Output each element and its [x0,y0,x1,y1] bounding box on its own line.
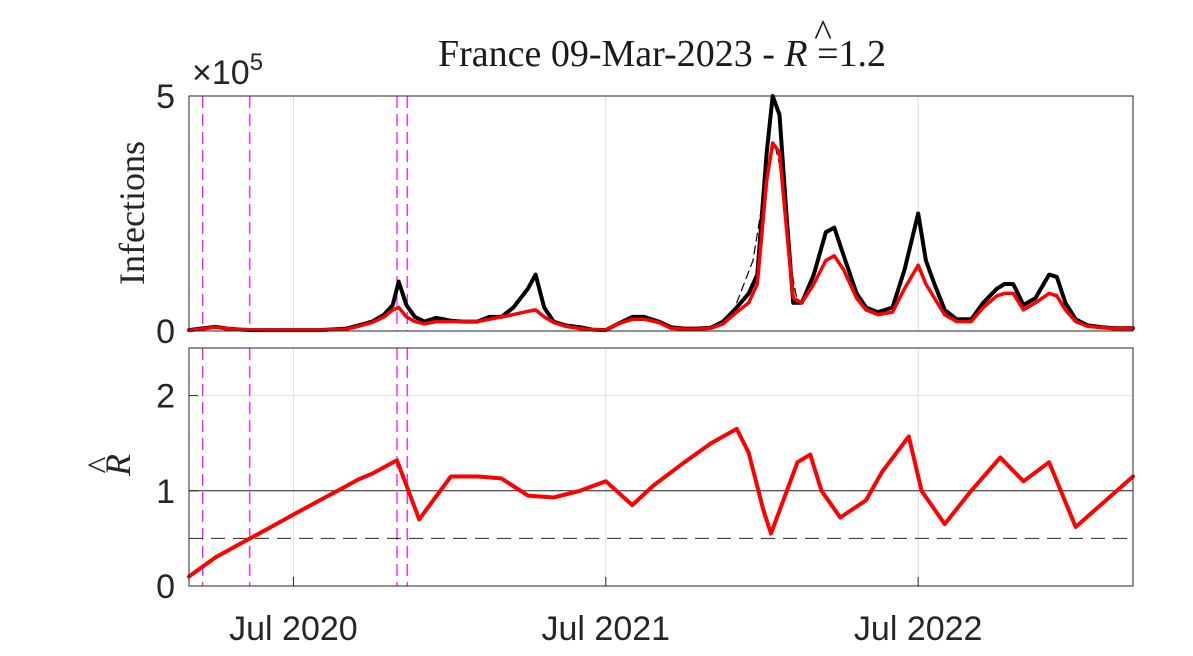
infections-plot-area [189,96,1133,331]
y-exponent-base: ×10 [192,54,250,92]
reproduction-axes-box [188,347,1134,587]
infections-series-smoothed-red [187,141,1135,333]
reproduction-y-label-hat: ^ [80,456,120,473]
reproduction-y-tick-label-2: 2 [156,378,175,416]
reproduction-y-ticks: 0 1 2 [156,378,198,606]
title-suffix: =1.2 [808,33,886,75]
reproduction-series [187,426,1135,579]
y-exponent-power: 5 [250,49,263,76]
infections-series-model-dashed [736,142,799,304]
title-hat: ^ [814,13,832,55]
reproduction-panel: 0 1 2 Jul 2020 Jul 2021 Jul 2022 R ^ [80,347,1135,648]
title-symbol: R [783,33,807,75]
infections-event-lines [202,96,408,331]
infections-y-tick-label-1: 5 [156,78,175,116]
reproduction-y-tick-label-1: 1 [156,473,175,511]
infections-y-tick-label-0: 0 [156,313,175,351]
reproduction-y-tick-label-0: 0 [156,568,175,606]
reproduction-y-label: R [98,454,138,477]
reproduction-series-estimate-red [187,426,1135,579]
infections-y-ticks: 05 [156,78,198,351]
infections-series [187,94,1135,333]
infections-axes-box [188,95,1134,332]
title-prefix: France 09-Mar-2023 - [438,33,784,75]
x-tick-label-1: Jul 2021 [542,610,671,648]
reproduction-event-lines [202,348,408,586]
x-tick-label-2: Jul 2022 [854,610,983,648]
x-tick-label-0: Jul 2020 [229,610,358,648]
reproduction-plot-area [189,348,1133,586]
chart-title: France 09-Mar-2023 - R =1.2 [438,33,886,75]
reproduction-reference-lines [189,490,1133,539]
infections-panel: 05 Infections ×105 [112,49,1135,351]
reproduction-x-ticks: Jul 2020 Jul 2021 Jul 2022 [229,577,982,648]
y-exponent-label: ×105 [192,49,263,92]
infections-y-label: Infections [112,141,152,285]
